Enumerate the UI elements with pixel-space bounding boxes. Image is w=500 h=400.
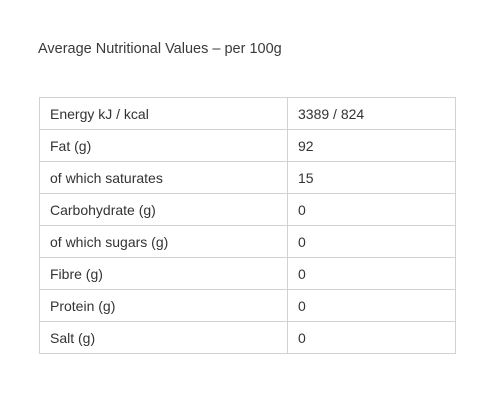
nutrient-value: 0: [287, 257, 456, 290]
nutrient-label: Carbohydrate (g): [39, 193, 288, 226]
nutrient-label: Salt (g): [39, 321, 288, 354]
nutrient-value: 3389 / 824: [287, 97, 456, 130]
nutrient-label: Fibre (g): [39, 257, 288, 290]
table-row: of which saturates 15: [39, 161, 456, 194]
nutrient-label: Fat (g): [39, 129, 288, 162]
table-row: Fat (g) 92: [39, 129, 456, 162]
table-row: Protein (g) 0: [39, 289, 456, 322]
nutrient-label: Protein (g): [39, 289, 288, 322]
nutrient-value: 0: [287, 225, 456, 258]
table-row: Salt (g) 0: [39, 321, 456, 354]
nutrition-heading: Average Nutritional Values – per 100g: [38, 41, 282, 57]
nutrient-label: Energy kJ / kcal: [39, 97, 288, 130]
table-row: Energy kJ / kcal 3389 / 824: [39, 97, 456, 130]
table-row: of which sugars (g) 0: [39, 225, 456, 258]
nutrient-value: 92: [287, 129, 456, 162]
nutrient-value: 0: [287, 193, 456, 226]
nutrition-table: Energy kJ / kcal 3389 / 824 Fat (g) 92 o…: [39, 97, 456, 354]
nutrient-value: 0: [287, 321, 456, 354]
nutrient-value: 0: [287, 289, 456, 322]
nutrient-value: 15: [287, 161, 456, 194]
table-row: Fibre (g) 0: [39, 257, 456, 290]
nutrient-label: of which sugars (g): [39, 225, 288, 258]
table-row: Carbohydrate (g) 0: [39, 193, 456, 226]
nutrient-label: of which saturates: [39, 161, 288, 194]
